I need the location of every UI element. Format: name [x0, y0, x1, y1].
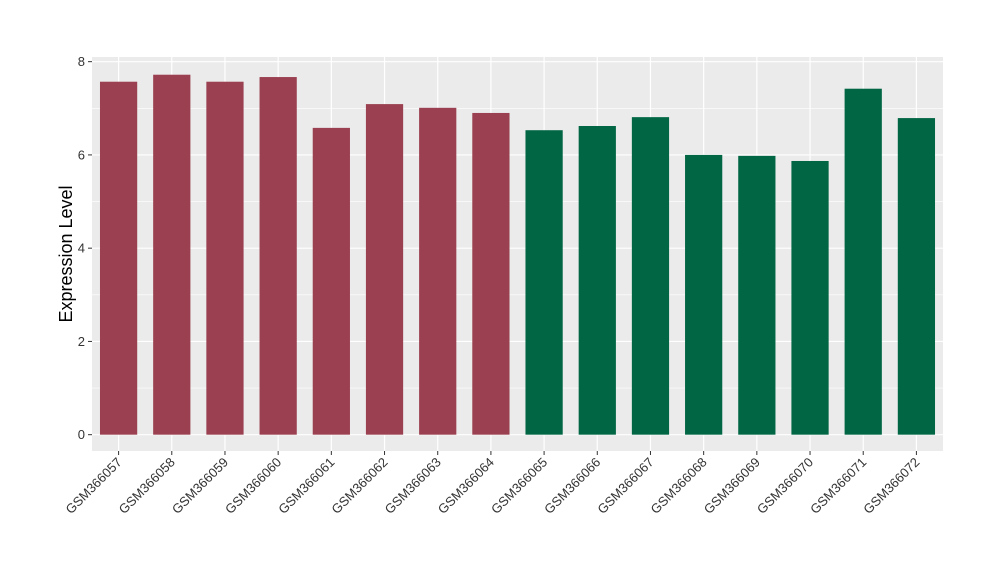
x-tick-label: GSM366068 — [648, 455, 710, 517]
x-tick-label: GSM366057 — [62, 455, 124, 517]
x-axis: GSM366057GSM366058GSM366059GSM366060GSM3… — [62, 451, 923, 517]
bar-GSM366066 — [578, 126, 616, 435]
bar-GSM366069 — [738, 155, 776, 435]
bar-GSM366065 — [525, 130, 563, 435]
x-tick-label: GSM366066 — [541, 455, 603, 517]
y-tick-label: 6 — [78, 147, 85, 162]
x-tick-label: GSM366059 — [169, 455, 231, 517]
bar-GSM366063 — [419, 107, 457, 435]
x-tick-label: GSM366069 — [701, 455, 763, 517]
bar-GSM366060 — [259, 77, 297, 435]
bar-GSM366072 — [897, 118, 936, 435]
x-tick-label: GSM366058 — [116, 455, 178, 517]
y-tick-label: 0 — [78, 427, 85, 442]
bar-GSM366062 — [365, 104, 404, 435]
bars — [99, 74, 936, 435]
bar-GSM366059 — [206, 81, 244, 435]
y-axis: 0 2 4 6 8 — [78, 54, 92, 442]
x-tick-label: GSM366061 — [275, 455, 337, 517]
bar-GSM366058 — [153, 74, 191, 435]
x-tick-label: GSM366062 — [328, 455, 390, 517]
x-tick-label: GSM366072 — [860, 455, 922, 517]
bar-GSM366070 — [791, 160, 829, 435]
bar-GSM366061 — [312, 127, 350, 435]
x-tick-label: GSM366063 — [382, 455, 444, 517]
x-tick-label: GSM366065 — [488, 455, 550, 517]
y-tick-label: 8 — [78, 54, 85, 69]
y-tick-label: 2 — [78, 334, 85, 349]
bar-GSM366067 — [631, 117, 670, 435]
x-tick-label: GSM366070 — [754, 455, 816, 517]
bar-GSM366068 — [685, 154, 723, 435]
x-tick-label: GSM366067 — [594, 455, 656, 517]
bar-GSM366057 — [99, 81, 138, 435]
x-tick-label: GSM366071 — [807, 455, 869, 517]
bar-GSM366064 — [472, 112, 510, 435]
x-tick-label: GSM366060 — [222, 455, 284, 517]
x-tick-label: GSM366064 — [435, 455, 497, 517]
y-axis-title: Expression Level — [56, 185, 76, 322]
bar-GSM366071 — [844, 88, 882, 435]
y-tick-label: 4 — [78, 241, 85, 256]
